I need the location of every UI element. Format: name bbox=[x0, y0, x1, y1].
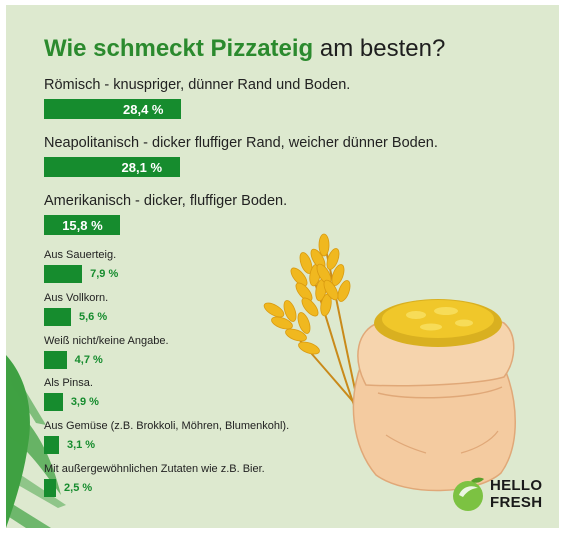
wheat-illustration bbox=[263, 233, 359, 406]
bar bbox=[44, 393, 63, 411]
infographic-card: Wie schmeckt Pizzateig am besten? Römisc… bbox=[6, 5, 559, 528]
category-label: Neapolitanisch - dicker fluffiger Rand, … bbox=[44, 135, 438, 151]
bar bbox=[44, 215, 121, 235]
category-label: Weiß nicht/keine Angabe. bbox=[44, 335, 169, 347]
value-label: 28,1 % bbox=[121, 160, 163, 175]
bar bbox=[44, 308, 71, 326]
category-label: Aus Gemüse (z.B. Brokkoli, Möhren, Blume… bbox=[44, 420, 290, 432]
value-label: 2,5 % bbox=[64, 482, 93, 494]
category-label: Mit außergewöhnlichen Zutaten wie z.B. B… bbox=[44, 463, 265, 475]
category-label: Römisch - knuspriger, dünner Rand und Bo… bbox=[44, 77, 351, 93]
title-rest: am besten? bbox=[313, 35, 446, 62]
bar bbox=[44, 157, 180, 177]
value-label: 5,6 % bbox=[79, 311, 108, 323]
bar bbox=[44, 265, 83, 283]
flour-sack-illustration bbox=[352, 299, 516, 492]
value-label: 7,9 % bbox=[90, 268, 119, 280]
lime-icon bbox=[453, 477, 484, 511]
category-label: Amerikanisch - dicker, fluffiger Boden. bbox=[44, 193, 288, 209]
bar bbox=[44, 99, 181, 119]
chart-title: Wie schmeckt Pizzateig am besten? bbox=[44, 35, 445, 63]
bar bbox=[44, 479, 57, 497]
value-label: 28,4 % bbox=[123, 102, 164, 117]
bar bbox=[44, 351, 67, 369]
bar bbox=[44, 436, 59, 454]
logo-line-1: HELLO bbox=[490, 477, 543, 494]
value-label: 3,1 % bbox=[66, 439, 96, 451]
value-label: 3,9 % bbox=[70, 396, 99, 408]
category-label: Als Pinsa. bbox=[44, 377, 93, 389]
value-label: 15,8 % bbox=[62, 218, 103, 233]
category-label: Aus Sauerteig. bbox=[44, 249, 117, 261]
category-label: Aus Vollkorn. bbox=[44, 292, 109, 304]
logo-line-2: FRESH bbox=[490, 494, 543, 511]
brush-stroke-decoration bbox=[6, 355, 66, 528]
title-highlight: Wie schmeckt Pizzateig bbox=[44, 35, 314, 62]
decoration-layer bbox=[6, 233, 516, 528]
value-label: 4,7 % bbox=[74, 354, 103, 366]
